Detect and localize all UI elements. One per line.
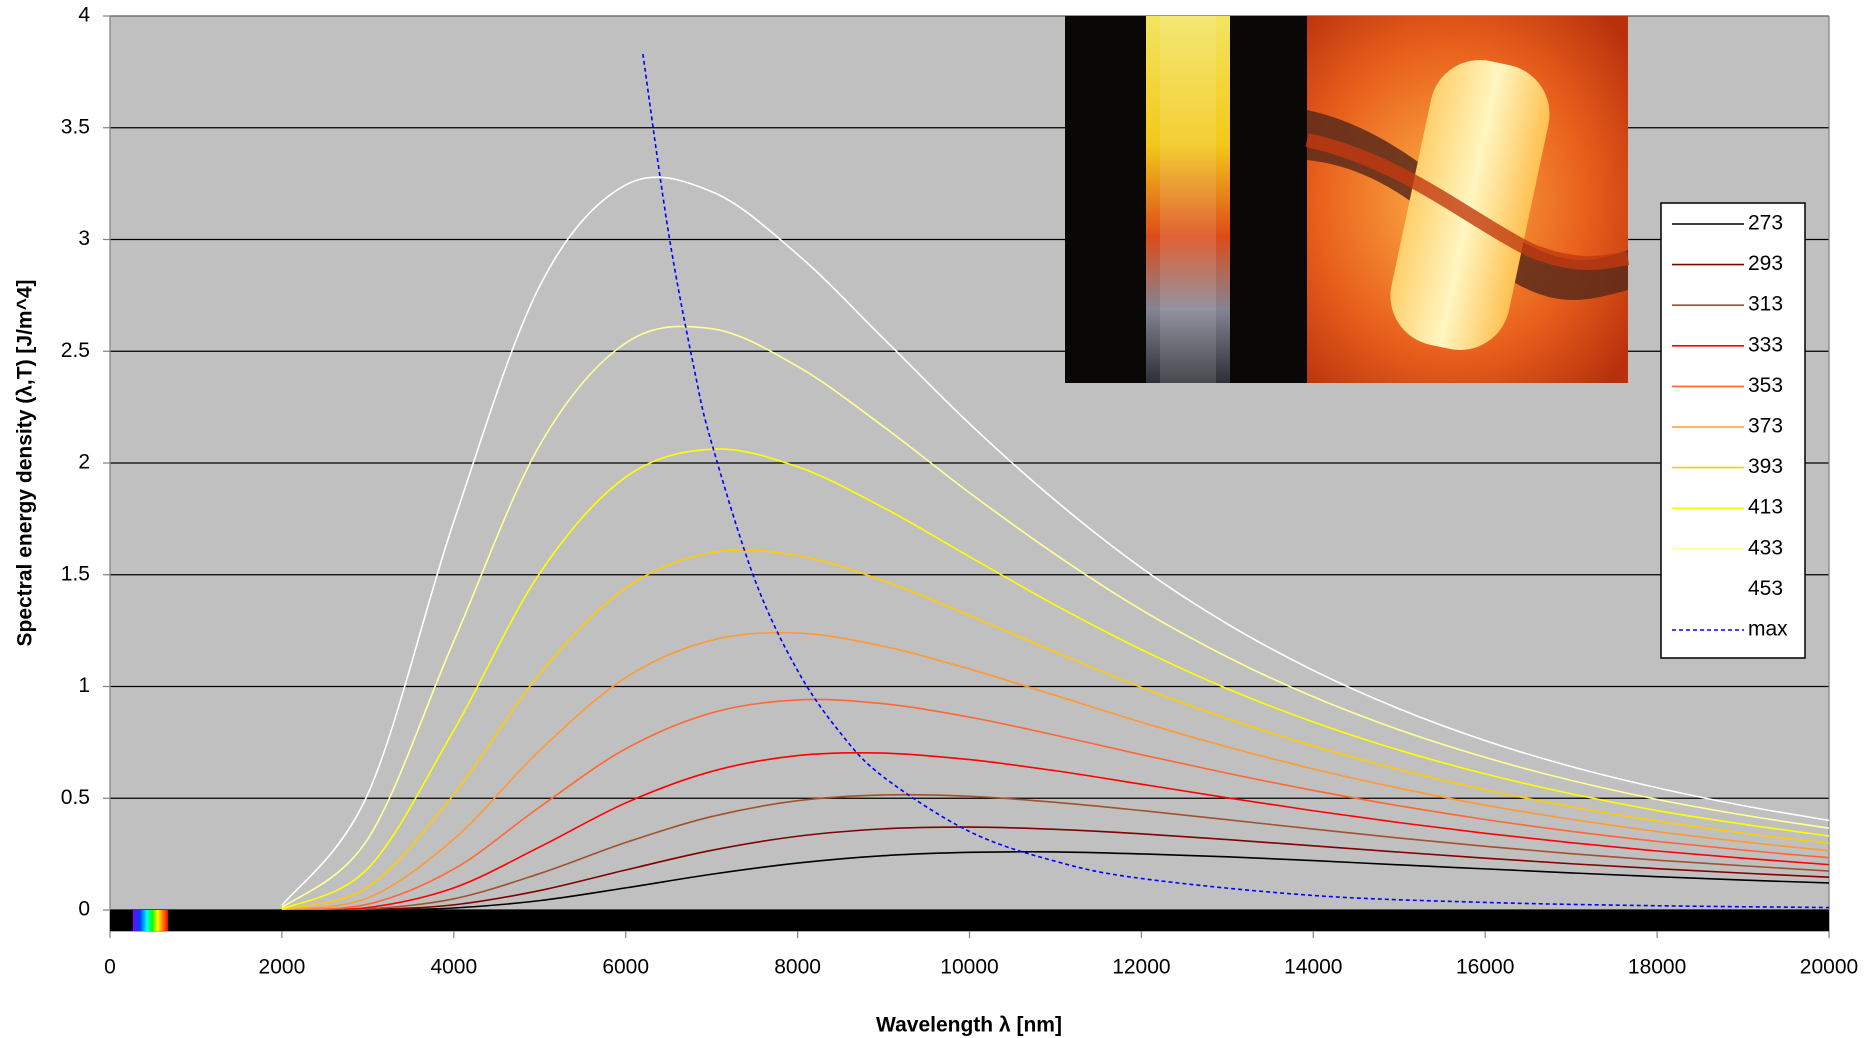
legend-label: max xyxy=(1748,618,1788,641)
series-line xyxy=(281,325,1829,909)
photo-rod xyxy=(1065,16,1307,383)
legend-label: 393 xyxy=(1748,455,1783,478)
y-tick-label: 1.5 xyxy=(61,562,90,585)
y-tick-label: 2.5 xyxy=(61,339,90,362)
series-line xyxy=(642,53,1829,909)
series-line xyxy=(281,631,1829,910)
series-line xyxy=(281,698,1829,910)
series-line xyxy=(281,850,1829,910)
lines xyxy=(281,53,1829,910)
x-tick-label: 14000 xyxy=(1284,956,1342,979)
y-tick-label: 0 xyxy=(78,898,90,921)
visible-spectrum xyxy=(133,910,168,931)
x-tick-label: 2000 xyxy=(259,956,306,979)
x-tick-label: 8000 xyxy=(774,956,821,979)
x-tick-label: 18000 xyxy=(1628,956,1686,979)
series-line xyxy=(281,793,1829,910)
spectrum-strip xyxy=(110,910,1829,931)
series-line xyxy=(281,448,1829,910)
legend-label: 433 xyxy=(1748,536,1783,559)
x-tick-label: 6000 xyxy=(602,956,649,979)
y-axis-title: Spectral energy density (λ,T) [J/m^4] xyxy=(14,279,37,646)
y-tick-label: 1 xyxy=(78,674,90,697)
x-tick-label: 10000 xyxy=(940,956,998,979)
x-tick-label: 12000 xyxy=(1112,956,1170,979)
legend-label: 313 xyxy=(1748,293,1783,316)
legend-label: 293 xyxy=(1748,252,1783,275)
x-tick-label: 0 xyxy=(104,956,116,979)
x-tick-label: 4000 xyxy=(430,956,477,979)
y-tick-label: 3.5 xyxy=(61,115,90,138)
legend-box xyxy=(1660,202,1806,659)
y-tick-label: 4 xyxy=(78,4,90,27)
legend-label: 453 xyxy=(1748,577,1783,600)
photo-induction xyxy=(1305,16,1630,383)
legend-label: 373 xyxy=(1748,415,1783,438)
x-tick-label: 16000 xyxy=(1456,956,1514,979)
series-line xyxy=(281,826,1829,910)
y-tick-label: 2 xyxy=(78,451,90,474)
series-line xyxy=(281,176,1829,907)
x-tick-label: 20000 xyxy=(1800,956,1858,979)
legend: 273 293 313 333 353 373 393 413 433 453 max xyxy=(1660,202,1806,659)
series-line xyxy=(281,549,1829,910)
series-line xyxy=(281,751,1829,910)
legend-label: 273 xyxy=(1748,212,1783,235)
y-tick-label: 0.5 xyxy=(61,786,90,809)
legend-label: 413 xyxy=(1748,496,1783,519)
legend-label: 333 xyxy=(1748,333,1783,356)
legend-label: 353 xyxy=(1748,374,1783,397)
y-tick-label: 3 xyxy=(78,227,90,250)
x-axis-title: Wavelength λ [nm] xyxy=(876,1014,1062,1037)
